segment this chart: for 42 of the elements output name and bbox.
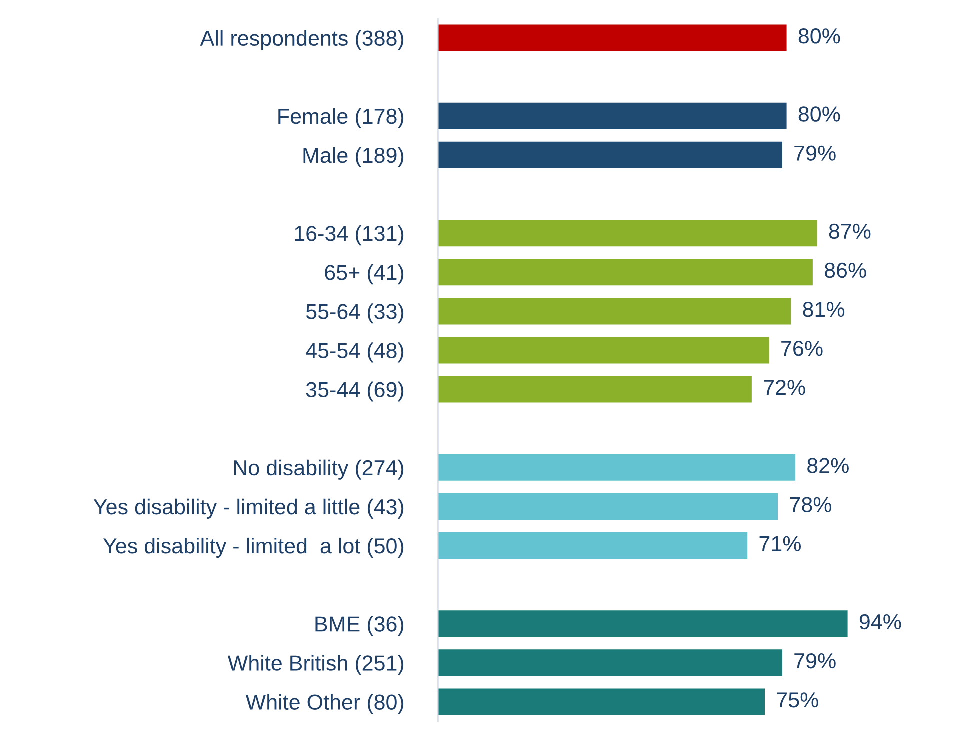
y-tick-label: 16-34 (131): [295, 226, 404, 246]
data-label: 87%: [829, 224, 871, 240]
data-label: 78%: [790, 497, 832, 512]
bar: [438, 24, 787, 52]
data-label: 82%: [808, 458, 849, 474]
data-label: 75%: [777, 692, 818, 708]
y-tick-label: No disability (274): [234, 460, 404, 480]
data-label: 94%: [860, 614, 902, 630]
y-tick-label: 55-64 (33): [306, 304, 404, 324]
data-label: 76%: [782, 341, 823, 356]
bar: [438, 298, 792, 325]
data-label: 81%: [803, 302, 845, 318]
bar: [438, 220, 818, 247]
data-label: 79%: [794, 146, 836, 161]
y-tick-label: White British (251): [228, 655, 404, 676]
data-label: 80%: [798, 106, 840, 122]
bar: [438, 610, 848, 638]
y-tick-label: BME (36): [316, 616, 404, 636]
bar: [438, 102, 787, 130]
bar: [438, 337, 770, 364]
bar: [438, 376, 752, 403]
y-tick-label: All respondents (388): [200, 30, 404, 50]
y-tick-label: 65+ (41): [325, 264, 404, 285]
y-tick-label: Yes disability - limited a little (43): [94, 498, 404, 519]
bar: [438, 493, 778, 520]
data-label: 86%: [824, 262, 866, 278]
bar: [438, 650, 782, 676]
y-tick-label: Male (189): [304, 147, 404, 168]
y-tick-label: Female (178): [278, 108, 404, 128]
bar: [438, 454, 796, 481]
data-label: 79%: [794, 653, 836, 669]
y-tick-label: 45-54 (48): [306, 342, 404, 363]
bar: [438, 532, 748, 560]
y-tick-label: Yes disability - limited a lot (50): [103, 538, 404, 558]
data-label: 71%: [760, 536, 802, 552]
data-label: 72%: [764, 380, 806, 396]
y-tick-label: 35-44 (69): [306, 382, 404, 402]
bar: [438, 142, 782, 168]
bar: [438, 259, 813, 286]
bar: [438, 688, 766, 716]
y-tick-label: White Other (80): [246, 694, 404, 714]
data-label: 80%: [798, 28, 840, 44]
